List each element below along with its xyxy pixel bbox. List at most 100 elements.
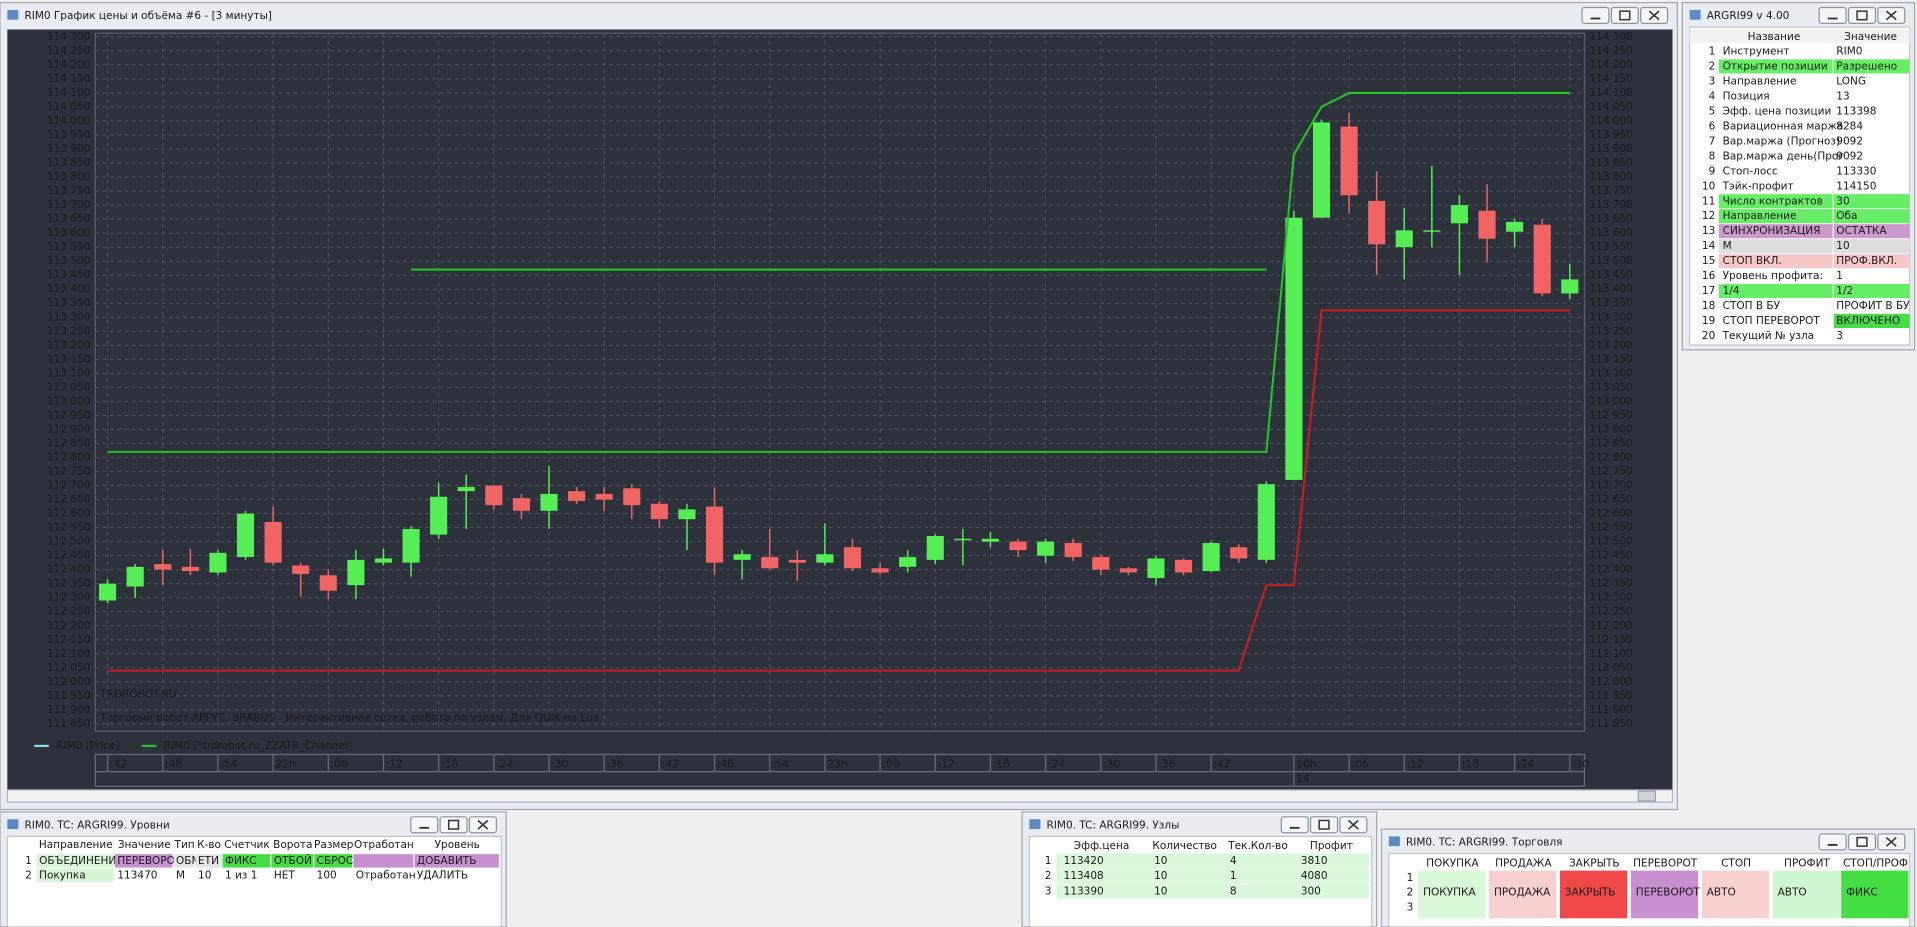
trade-button[interactable]: ПОКУПКА (1418, 870, 1486, 919)
close-button[interactable] (1877, 6, 1906, 24)
cell-text: 113420 (1064, 855, 1104, 867)
maximize-button[interactable] (439, 816, 468, 834)
y-tick-label: 113 750 (47, 185, 90, 197)
column-header: ЗАКРЫТЬ (1569, 857, 1620, 869)
maximize-button[interactable] (1610, 6, 1639, 24)
cell-text: ОТБОЙ (274, 854, 312, 867)
candle-body (154, 564, 172, 570)
y-tick-label: 112 900 (47, 423, 90, 435)
cell-text: СБРОС (317, 855, 353, 867)
trade-button[interactable]: АВТО (1772, 870, 1840, 919)
y-tick-label: 113 350 (47, 297, 90, 309)
x-tick-label: :24 (496, 758, 513, 770)
x-tick-label: :30 (551, 758, 568, 770)
candle-body (871, 568, 889, 573)
maximize-button[interactable] (1309, 816, 1339, 834)
cell-text: 113408 (1064, 870, 1104, 882)
row-number: 2 (1407, 887, 1414, 899)
close-button[interactable] (1877, 833, 1906, 851)
param-value: 9092 (1836, 135, 1863, 147)
trade-button[interactable]: АВТО (1701, 870, 1770, 919)
trade-button[interactable]: ФИКС (1841, 870, 1909, 919)
window-title: RIM0. TC: ARGRI99. Уровни (24, 819, 169, 831)
trade-button[interactable]: ПЕРЕВОРОТ (1630, 870, 1700, 919)
param-name: М (1723, 240, 1732, 252)
x-tick-label: :42 (662, 758, 679, 770)
param-value: ПРОФ.ВКЛ. (1836, 255, 1897, 267)
y-tick-label: 113 400 (1589, 283, 1632, 295)
scrollbar-thumb[interactable] (1637, 790, 1656, 802)
y-tick-label: 114 000 (1589, 115, 1632, 127)
row-number: 5 (1709, 105, 1716, 117)
candle-body (954, 538, 972, 541)
candle-body (485, 485, 503, 506)
y-tick-label: 113 550 (1589, 241, 1632, 253)
close-button[interactable] (468, 816, 497, 834)
row-number: 6 (1709, 120, 1716, 132)
x-tick-label: :18 (993, 758, 1010, 770)
minimize-button[interactable] (1818, 6, 1847, 24)
param-value: 113398 (1836, 105, 1876, 117)
minimize-button[interactable] (410, 816, 439, 834)
maximize-button-face (1610, 6, 1639, 24)
y-tick-label: 112 500 (47, 536, 90, 548)
candle-body (512, 498, 530, 511)
column-header: Значение (1844, 31, 1897, 43)
row-number: 17 (1702, 285, 1715, 297)
scrollbar[interactable] (6, 789, 1674, 803)
y-tick-label: 113 300 (47, 311, 90, 323)
y-tick-label: 112 150 (1589, 634, 1632, 646)
column-header: Размер (314, 839, 354, 851)
y-tick-label: 114 250 (1589, 45, 1632, 57)
maximize-glyph (1619, 10, 1631, 21)
close-button[interactable] (1640, 6, 1669, 24)
column-header: Уровень (435, 839, 480, 851)
y-tick-label: 112 200 (47, 620, 90, 632)
candle-body (650, 503, 668, 520)
trade-button[interactable]: ПРОДАЖА (1489, 870, 1557, 919)
param-value: 3 (1836, 330, 1843, 342)
cell-bg (1718, 254, 1833, 269)
close-button[interactable] (1339, 816, 1368, 834)
minimize-button[interactable] (1818, 833, 1847, 851)
param-name: Открытие позиции (1723, 60, 1828, 72)
y-tick-label: 113 600 (1589, 227, 1632, 239)
y-tick-label: 114 050 (47, 101, 90, 113)
trade-button[interactable]: ЗАКРЫТЬ (1560, 870, 1628, 919)
param-name: Вариационная маржа (1723, 120, 1844, 132)
maximize-button-face (1847, 833, 1877, 851)
maximize-button[interactable] (1847, 833, 1877, 851)
y-tick-label: 111 950 (47, 690, 90, 702)
minimize-button[interactable] (1280, 816, 1309, 834)
x-tick-label: :48 (717, 758, 734, 770)
y-tick-label: 113 500 (1589, 255, 1632, 267)
candle-body (1561, 279, 1579, 294)
candle-body (1506, 221, 1524, 232)
candle-body (264, 521, 282, 563)
cell-bg (1718, 59, 1833, 74)
candle-body (816, 554, 834, 563)
cell-bg (36, 868, 114, 883)
window-icon (1029, 819, 1041, 830)
y-tick-label: 113 000 (1589, 395, 1632, 407)
param-name: Направление (1723, 210, 1797, 222)
candle-body (843, 547, 862, 569)
candle-body (623, 488, 641, 506)
trade-button-label: АВТО (1778, 887, 1807, 899)
y-tick-label: 112 250 (47, 606, 90, 618)
cell-text: 10 (198, 870, 211, 882)
indicator-line (107, 309, 1570, 672)
candle-body (761, 557, 779, 569)
row-number: 1 (25, 855, 32, 867)
param-name: Тэйк-профит (1722, 180, 1794, 192)
y-tick-label: 112 400 (1589, 564, 1632, 576)
y-tick-label: 114 050 (1589, 101, 1632, 113)
minimize-button[interactable] (1581, 6, 1610, 24)
y-tick-label: 113 450 (47, 269, 90, 281)
maximize-button[interactable] (1847, 6, 1877, 24)
cell-bg (1833, 254, 1910, 269)
y-tick-label: 113 350 (1589, 297, 1632, 309)
window-icon (1388, 836, 1400, 847)
column-header: СТОП/ПРОФ (1843, 857, 1908, 869)
